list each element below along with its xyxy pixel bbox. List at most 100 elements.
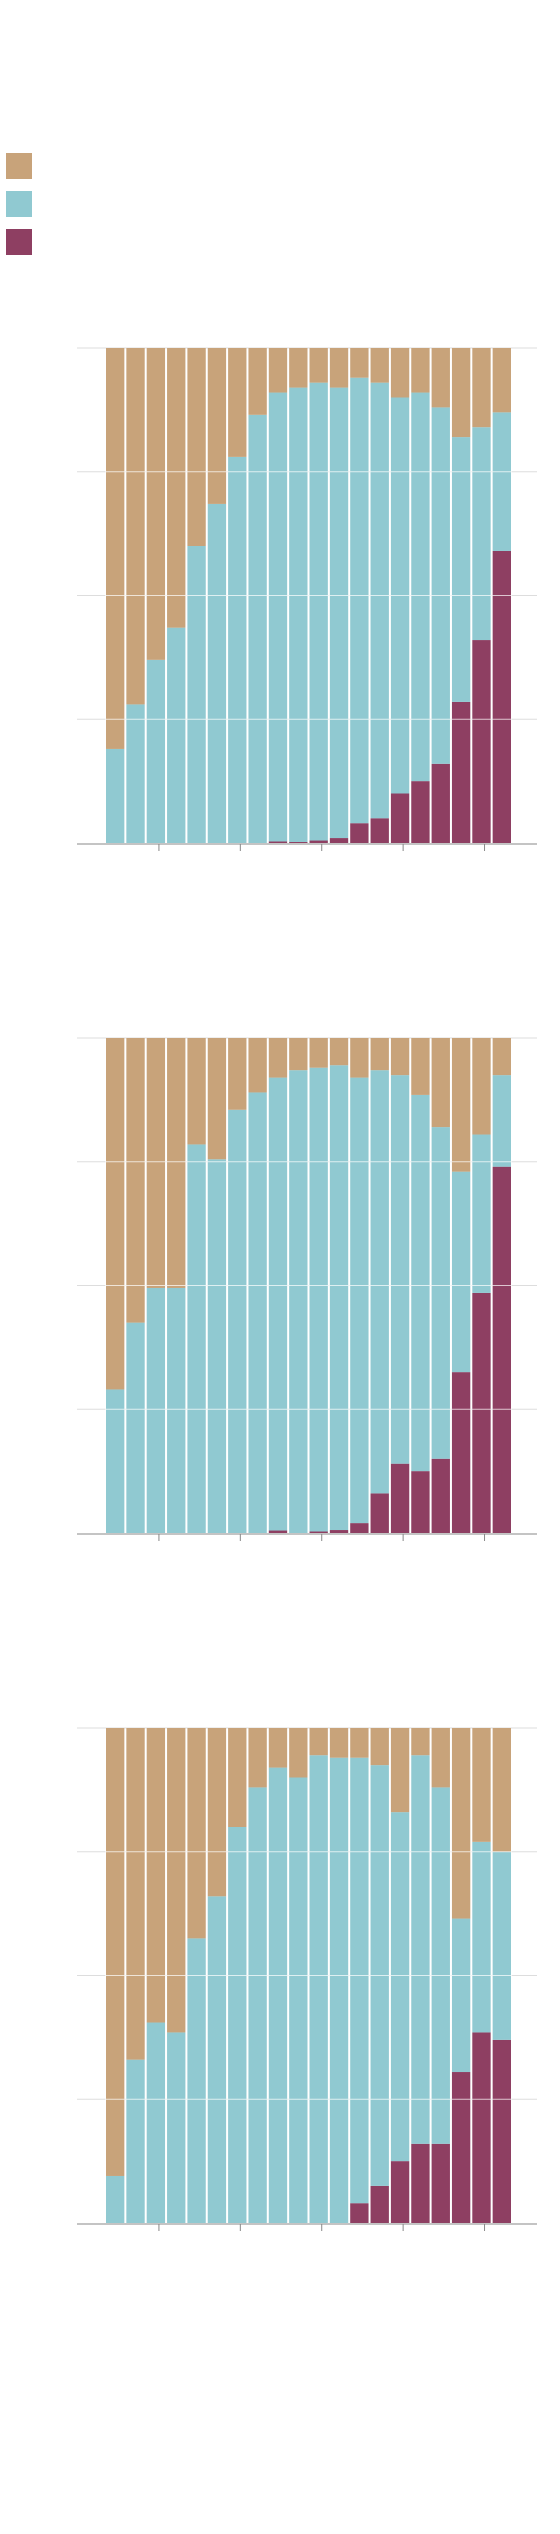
bar-segment bbox=[167, 1287, 186, 1533]
bar-segment bbox=[472, 427, 491, 641]
bar-segment bbox=[390, 2161, 410, 2223]
bar-segment bbox=[309, 382, 328, 841]
bar-segment bbox=[106, 348, 125, 749]
bar-segment bbox=[309, 1728, 328, 1756]
bar-segment bbox=[411, 392, 430, 782]
bar-segment bbox=[370, 818, 389, 843]
bar-segment bbox=[492, 348, 511, 413]
bar-segment bbox=[451, 1728, 471, 1919]
bar-segment bbox=[268, 1038, 288, 1078]
bar-segment bbox=[289, 387, 308, 843]
bar-segment bbox=[329, 838, 349, 843]
bar-segment bbox=[309, 840, 328, 843]
bar-segment bbox=[431, 1458, 450, 1533]
bar-segment bbox=[451, 437, 471, 702]
bar-segment bbox=[126, 1322, 145, 1533]
bar-segment bbox=[411, 1728, 430, 1756]
bar-segment bbox=[431, 1038, 450, 1128]
bar-segment bbox=[451, 701, 471, 843]
bar-segment bbox=[126, 2059, 145, 2223]
bar-segment bbox=[268, 348, 288, 393]
bar-segment bbox=[411, 1755, 430, 2144]
bar-segment bbox=[228, 1827, 247, 2223]
bar-segment bbox=[268, 841, 288, 843]
bar-segment bbox=[451, 348, 471, 438]
bar-segment bbox=[390, 348, 410, 398]
bar-segment bbox=[289, 1070, 308, 1533]
bar-segment bbox=[187, 1144, 206, 1533]
bar-segment bbox=[492, 1075, 511, 1167]
bar-segment bbox=[126, 348, 145, 705]
bar-segment bbox=[329, 1038, 349, 1066]
bar-segment bbox=[350, 2203, 369, 2223]
bar-segment bbox=[309, 1531, 328, 1533]
bar-segment bbox=[492, 1851, 511, 2040]
bar-segment bbox=[146, 1287, 166, 1533]
bar-segment bbox=[187, 1038, 206, 1145]
bar-segment bbox=[492, 1038, 511, 1076]
bar-segment bbox=[472, 1292, 491, 1533]
bar-segment bbox=[167, 348, 186, 628]
bar-segment bbox=[431, 407, 450, 764]
bar-segment bbox=[370, 1493, 389, 1533]
bar-segment bbox=[350, 348, 369, 378]
bar-segment bbox=[106, 2175, 125, 2223]
bar-segment bbox=[329, 1065, 349, 1531]
bar-segment bbox=[126, 1038, 145, 1323]
bar-segment bbox=[106, 1389, 125, 1533]
bar-segment bbox=[329, 348, 349, 388]
bar-segment bbox=[350, 377, 369, 824]
bar-segment bbox=[472, 348, 491, 428]
bar-segment bbox=[350, 1077, 369, 1524]
bar-segment bbox=[370, 348, 389, 383]
bar-segment bbox=[370, 2185, 389, 2223]
bar-segment bbox=[268, 1728, 288, 1768]
bar-segment bbox=[492, 550, 511, 843]
bar-segment bbox=[207, 1159, 227, 1533]
legend-swatch bbox=[6, 229, 32, 255]
bar-segment bbox=[289, 1728, 308, 1778]
bar-segment bbox=[146, 1038, 166, 1288]
bar-segment bbox=[207, 503, 227, 843]
bar-segment bbox=[411, 1094, 430, 1472]
bar-segment bbox=[228, 348, 247, 457]
bar-segment bbox=[451, 1171, 471, 1373]
bar-segment bbox=[187, 1728, 206, 1939]
bar-segment bbox=[329, 1757, 349, 2223]
bar-segment bbox=[248, 1092, 267, 1533]
bar-segment bbox=[146, 659, 166, 843]
bar-segment bbox=[350, 1038, 369, 1078]
bar-segment bbox=[350, 1757, 369, 2204]
bar-segment bbox=[472, 1038, 491, 1135]
bar-segment bbox=[350, 1728, 369, 1758]
bar-segment bbox=[207, 1896, 227, 2223]
bar-segment bbox=[411, 348, 430, 393]
bar-segment bbox=[472, 1841, 491, 2033]
bar-segment bbox=[390, 1463, 410, 1533]
bar-segment bbox=[390, 1728, 410, 1813]
bar-segment bbox=[370, 382, 389, 819]
bar-segment bbox=[106, 1038, 125, 1390]
bar-segment bbox=[106, 1728, 125, 2176]
bar-segment bbox=[187, 546, 206, 843]
bar-segment bbox=[431, 2143, 450, 2223]
bar-segment bbox=[431, 348, 450, 408]
legend-swatch bbox=[6, 191, 32, 217]
bar-segment bbox=[492, 1728, 511, 1852]
bar-segment bbox=[411, 2143, 430, 2223]
bar-segment bbox=[309, 1038, 328, 1068]
bar-segment bbox=[472, 2032, 491, 2223]
bar-segment bbox=[248, 1038, 267, 1093]
bar-segment bbox=[329, 1728, 349, 1758]
bar-segment bbox=[207, 1728, 227, 1897]
bar-segment bbox=[472, 1134, 491, 1293]
bar-segment bbox=[106, 748, 125, 843]
bar-segment bbox=[207, 1038, 227, 1160]
bar-segment bbox=[228, 1109, 247, 1533]
bar-segment bbox=[309, 1067, 328, 1532]
bar-segment bbox=[411, 781, 430, 843]
bar-segment bbox=[390, 1038, 410, 1076]
bar-segment bbox=[451, 2072, 471, 2223]
